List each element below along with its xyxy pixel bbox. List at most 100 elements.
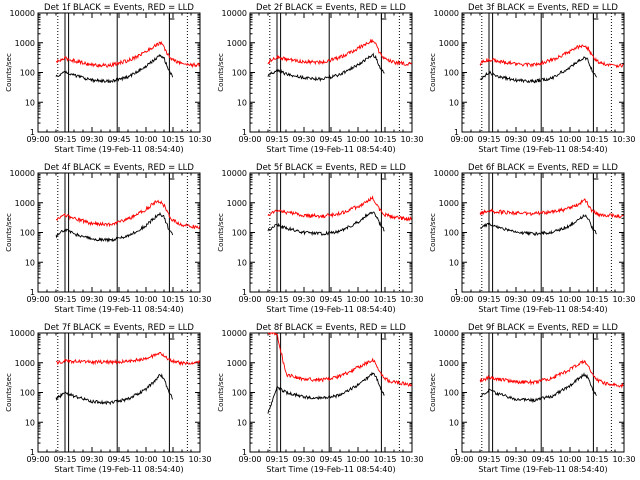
x-tick-label: 09:30	[80, 135, 103, 144]
lld-rate-curve	[267, 38, 412, 66]
x-tick-label: 10:30	[188, 295, 211, 304]
x-tick-label: 10:00	[558, 135, 581, 144]
x-tick-label: 10:00	[134, 295, 157, 304]
y-tick-label: 10	[237, 258, 247, 267]
x-tick-label: 10:00	[134, 455, 157, 464]
x-tick-label: 10:15	[161, 135, 184, 144]
interval-marker-bracket	[168, 14, 175, 20]
y-tick-label: 1	[30, 288, 35, 297]
x-tick-label: 09:00	[26, 295, 49, 304]
interval-marker-bracket	[592, 14, 599, 20]
y-tick-label: 1	[30, 128, 35, 137]
x-axis-label: Start Time (19-Feb-11 08:54:40)	[54, 145, 183, 154]
x-tick-label: 09:45	[531, 455, 554, 464]
x-tick-label: 09:15	[53, 455, 76, 464]
panel-title: Det 9f BLACK = Events, RED = LLD	[468, 323, 618, 333]
interval-marker-bracket	[380, 174, 387, 180]
y-axis-label: Counts/sec	[429, 213, 437, 252]
y-tick-label: 1	[454, 288, 459, 297]
x-axis-label: Start Time (19-Feb-11 08:54:40)	[266, 145, 395, 154]
x-tick-label: 09:15	[53, 295, 76, 304]
x-tick-label: 09:45	[107, 295, 130, 304]
x-tick-label: 10:30	[612, 135, 635, 144]
x-tick-label: 09:45	[107, 455, 130, 464]
x-tick-label: 10:00	[346, 295, 369, 304]
x-tick-label: 09:15	[477, 295, 500, 304]
panel-title: Det 5f BLACK = Events, RED = LLD	[256, 163, 406, 173]
lld-rate-curve	[479, 198, 624, 219]
event-rate-curve	[55, 53, 174, 84]
y-tick-label: 10	[25, 98, 35, 107]
x-tick-label: 09:45	[107, 135, 130, 144]
x-tick-label: 09:15	[265, 455, 288, 464]
lld-rate-curve	[55, 352, 201, 367]
lld-rate-curve	[55, 40, 201, 69]
x-tick-label: 09:45	[319, 295, 342, 304]
y-tick-label: 100	[20, 69, 35, 78]
x-tick-label: 10:15	[373, 455, 396, 464]
interval-marker-bracket	[592, 174, 599, 180]
x-tick-label: 10:15	[161, 295, 184, 304]
x-tick-label: 09:45	[319, 135, 342, 144]
x-tick-label: 09:15	[265, 135, 288, 144]
x-tick-label: 10:30	[612, 455, 635, 464]
y-tick-label: 10000	[222, 169, 247, 178]
y-tick-label: 1000	[15, 39, 35, 48]
x-axis-label: Start Time (19-Feb-11 08:54:40)	[478, 305, 607, 314]
x-tick-label: 10:15	[373, 295, 396, 304]
x-tick-label: 09:30	[292, 455, 315, 464]
x-axis-label: Start Time (19-Feb-11 08:54:40)	[266, 465, 395, 474]
x-tick-label: 09:30	[80, 455, 103, 464]
interval-marker-bracket	[592, 334, 599, 340]
x-tick-label: 09:45	[319, 455, 342, 464]
x-tick-label: 09:30	[504, 455, 527, 464]
panel-title: Det 7f BLACK = Events, RED = LLD	[44, 323, 194, 333]
x-tick-label: 10:00	[558, 455, 581, 464]
y-tick-label: 1	[242, 128, 247, 137]
x-tick-label: 10:15	[161, 455, 184, 464]
y-axis-label: Counts/sec	[5, 213, 13, 252]
detector-panel-6: Det 6f BLACK = Events, RED = LLD Counts/s…	[429, 163, 636, 314]
x-tick-label: 10:30	[400, 455, 423, 464]
y-tick-label: 100	[232, 229, 247, 238]
event-rate-curve	[55, 373, 174, 406]
x-tick-label: 10:00	[346, 135, 369, 144]
x-tick-label: 09:15	[265, 295, 288, 304]
x-tick-label: 10:30	[400, 295, 423, 304]
y-tick-label: 10	[449, 418, 459, 427]
y-tick-label: 1000	[439, 199, 459, 208]
x-tick-label: 09:00	[238, 135, 261, 144]
x-axis-label: Start Time (19-Feb-11 08:54:40)	[266, 305, 395, 314]
y-tick-label: 10000	[434, 169, 459, 178]
x-tick-label: 10:30	[612, 295, 635, 304]
y-tick-label: 1	[30, 448, 35, 457]
plot-frame	[37, 332, 201, 453]
x-tick-label: 09:00	[238, 295, 261, 304]
x-tick-label: 10:30	[400, 135, 423, 144]
x-tick-label: 09:00	[450, 455, 473, 464]
y-tick-label: 1000	[227, 199, 247, 208]
event-rate-curve	[479, 372, 597, 404]
x-tick-label: 09:00	[26, 135, 49, 144]
y-tick-label: 1000	[227, 359, 247, 368]
x-tick-label: 09:30	[292, 135, 315, 144]
x-tick-label: 10:00	[558, 295, 581, 304]
interval-marker-bracket	[168, 174, 175, 180]
y-tick-label: 1	[242, 288, 247, 297]
y-tick-label: 1	[242, 448, 247, 457]
y-tick-label: 1000	[15, 199, 35, 208]
y-axis-label: Counts/sec	[5, 53, 13, 92]
y-tick-label: 10000	[10, 9, 35, 18]
interval-marker-bracket	[380, 14, 387, 20]
x-tick-label: 09:00	[26, 455, 49, 464]
x-tick-label: 09:45	[531, 135, 554, 144]
detector-panel-8: Det 8f BLACK = Events, RED = LLD Counts/s…	[217, 323, 424, 474]
detector-panel-2: Det 2f BLACK = Events, RED = LLD Counts/s…	[217, 3, 424, 154]
y-axis-label: Counts/sec	[429, 53, 437, 92]
interval-marker-bracket	[380, 334, 387, 340]
x-tick-label: 10:00	[346, 455, 369, 464]
y-tick-label: 10	[25, 258, 35, 267]
y-tick-label: 100	[232, 389, 247, 398]
detector-panel-7: Det 7f BLACK = Events, RED = LLD Counts/s…	[5, 323, 212, 474]
